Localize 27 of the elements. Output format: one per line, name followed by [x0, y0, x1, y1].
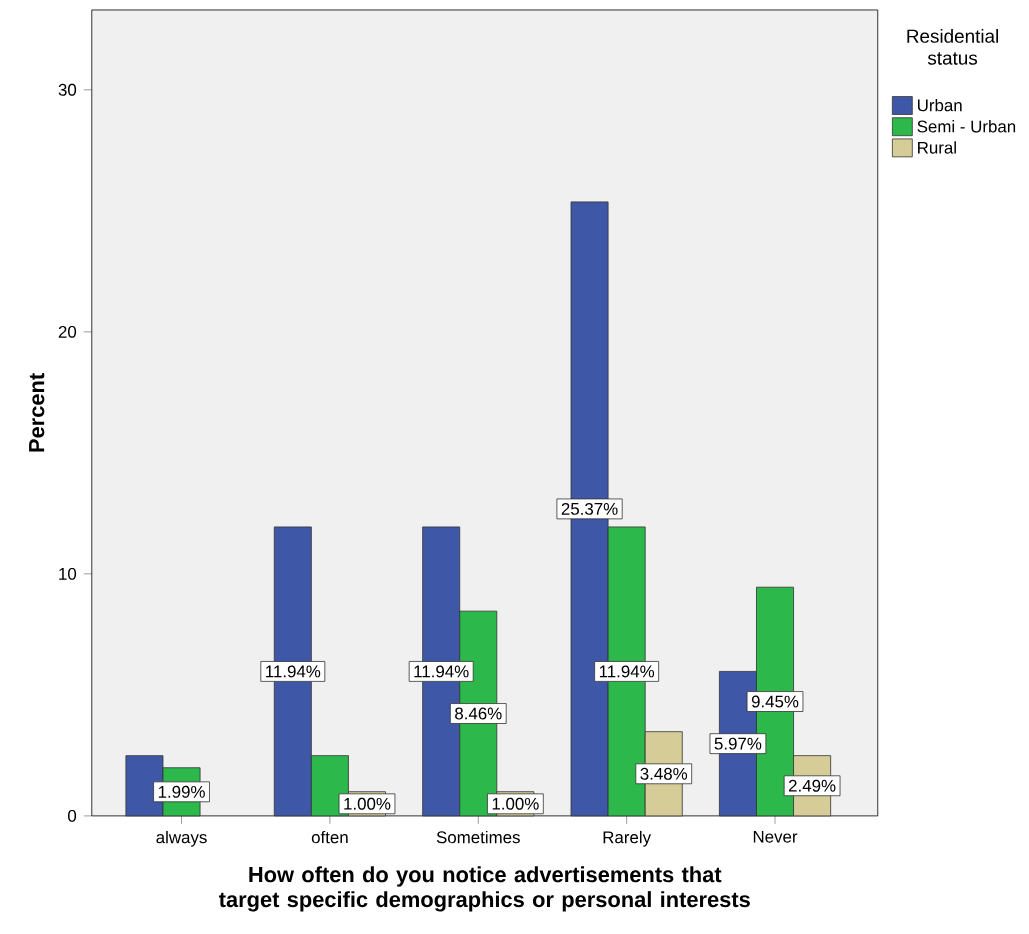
x-tick-label: Never [753, 831, 798, 843]
y-tick-label: 20 [58, 326, 77, 339]
legend-label: Urban [918, 99, 962, 112]
y-tick-label: 10 [59, 568, 77, 581]
x-tick-label: always [156, 831, 207, 847]
data-label: 8.46% [455, 707, 502, 720]
data-label: 1.99% [158, 786, 205, 798]
legend-label: Semi - Urban [917, 120, 1016, 133]
data-label: 9.45% [751, 695, 799, 708]
x-tick-label: Sometimes [436, 831, 520, 844]
data-label: 3.48% [640, 768, 688, 780]
y-tick-label: 0 [68, 810, 77, 823]
y-tick-label: 30 [58, 84, 77, 97]
data-label: 1.00% [344, 798, 391, 810]
data-label: 11.94% [414, 665, 469, 678]
y-axis-title: Percent [29, 373, 45, 452]
data-label: 25.37% [561, 503, 618, 516]
x-axis-title: How often do you notice advertisements that target specific demographics or personal interests [218, 866, 750, 912]
data-label: 11.94% [266, 665, 321, 678]
x-tick-label: often [311, 831, 348, 844]
legend-label: Rural [918, 141, 956, 154]
legend-title: Residential status [907, 29, 998, 65]
data-label: 2.49% [789, 780, 836, 792]
x-tick-label: Rarely [603, 831, 652, 847]
data-label: 1.00% [492, 798, 539, 810]
data-label: 5.97% [714, 737, 762, 750]
data-label: 11.94% [599, 665, 655, 678]
